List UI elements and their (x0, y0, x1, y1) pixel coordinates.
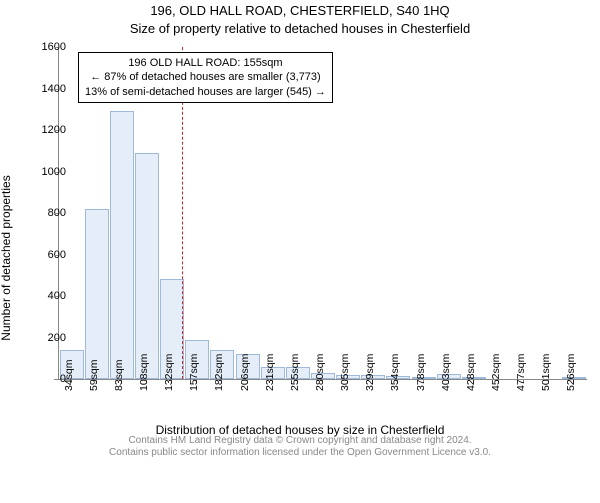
chart-subtitle: Size of property relative to detached ho… (0, 21, 600, 38)
info-line-1: 196 OLD HALL ROAD: 155sqm (85, 56, 326, 70)
attribution-line-1: Contains HM Land Registry data © Crown c… (0, 435, 600, 447)
chart-area: Number of detached properties 196 OLD HA… (0, 41, 600, 461)
attribution-line-2: Contains public sector information licen… (0, 447, 600, 459)
y-tick-mark (54, 47, 58, 48)
info-box: 196 OLD HALL ROAD: 155sqm ← 87% of detac… (78, 52, 333, 103)
y-tick-label: 400 (26, 290, 66, 302)
y-tick-label: 0 (26, 373, 66, 385)
y-tick-mark (54, 296, 58, 297)
y-axis-label: Number of detached properties (0, 175, 13, 340)
y-tick-label: 800 (26, 207, 66, 219)
y-tick-mark (54, 255, 58, 256)
y-tick-mark (54, 172, 58, 173)
y-tick-label: 1200 (26, 124, 66, 136)
y-tick-label: 200 (26, 332, 66, 344)
y-tick-mark (54, 379, 58, 380)
histogram-bar (85, 209, 109, 379)
y-tick-mark (54, 130, 58, 131)
attribution-text: Contains HM Land Registry data © Crown c… (0, 435, 600, 459)
y-tick-label: 1000 (26, 166, 66, 178)
y-tick-mark (54, 89, 58, 90)
plot-area: 196 OLD HALL ROAD: 155sqm ← 87% of detac… (58, 47, 587, 380)
y-tick-label: 1400 (26, 83, 66, 95)
histogram-bar (110, 111, 134, 379)
y-tick-mark (54, 338, 58, 339)
y-tick-label: 600 (26, 249, 66, 261)
info-line-3: 13% of semi-detached houses are larger (… (85, 85, 326, 99)
chart-container: 196, OLD HALL ROAD, CHESTERFIELD, S40 1H… (0, 3, 600, 503)
info-line-2: ← 87% of detached houses are smaller (3,… (85, 70, 326, 84)
y-tick-mark (54, 213, 58, 214)
y-tick-label: 1600 (26, 41, 66, 53)
page-title: 196, OLD HALL ROAD, CHESTERFIELD, S40 1H… (0, 3, 600, 20)
histogram-bar (135, 153, 159, 379)
